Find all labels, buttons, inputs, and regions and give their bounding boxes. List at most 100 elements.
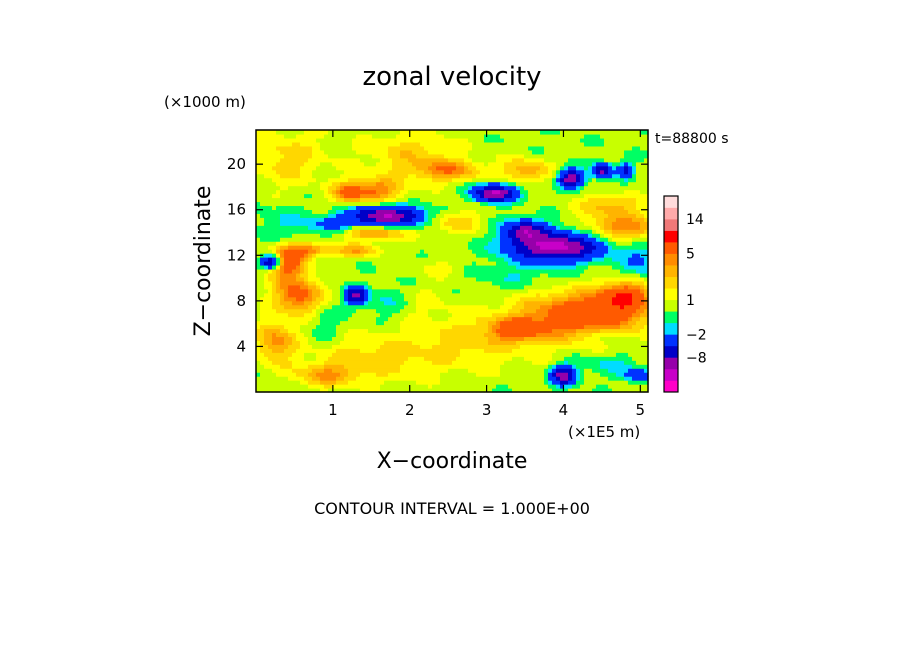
- field-cell: [440, 312, 445, 318]
- field-cell: [532, 149, 537, 155]
- field-cell: [544, 261, 549, 266]
- field-cell: [256, 372, 261, 377]
- field-cell: [456, 169, 461, 175]
- field-cell: [512, 169, 517, 175]
- field-cell: [392, 264, 397, 270]
- field-cell: [412, 324, 417, 330]
- field-cell: [508, 312, 513, 318]
- field-cell: [384, 133, 389, 139]
- field-cell: [348, 356, 353, 361]
- field-cell: [332, 213, 337, 218]
- field-cell: [388, 209, 393, 214]
- field-cell: [316, 360, 321, 365]
- field-cell: [404, 308, 409, 314]
- field-cell: [288, 229, 293, 234]
- field-cell: [292, 296, 297, 302]
- field-cell: [480, 133, 485, 139]
- field-cell: [420, 157, 425, 163]
- field-cell: [448, 181, 453, 187]
- field-cell: [544, 217, 549, 222]
- field-cell: [260, 185, 265, 191]
- field-cell: [520, 229, 525, 234]
- field-cell: [356, 320, 361, 326]
- field-cell: [504, 169, 509, 175]
- field-cell: [352, 340, 357, 345]
- field-cell: [408, 356, 413, 361]
- field-cell: [348, 153, 353, 159]
- field-cell: [484, 348, 489, 353]
- field-cell: [456, 209, 461, 214]
- field-cell: [440, 356, 445, 361]
- field-cell: [536, 336, 541, 341]
- field-cell: [352, 197, 357, 203]
- field-cell: [400, 201, 405, 207]
- field-cell: [292, 272, 297, 278]
- field-cell: [512, 344, 517, 349]
- field-cell: [468, 185, 473, 191]
- field-cell: [428, 328, 433, 334]
- field-cell: [420, 340, 425, 345]
- field-cell: [512, 193, 517, 199]
- field-cell: [556, 336, 561, 341]
- field-cell: [548, 316, 553, 322]
- field-cell: [532, 261, 537, 266]
- field-cell: [256, 304, 261, 310]
- field-cell: [400, 344, 405, 349]
- field-cell: [456, 221, 461, 226]
- field-cell: [472, 304, 477, 310]
- field-cell: [376, 233, 381, 238]
- field-cell: [312, 249, 317, 254]
- field-cell: [352, 360, 357, 365]
- field-cell: [280, 388, 285, 393]
- field-cell: [456, 189, 461, 195]
- field-cell: [460, 264, 465, 270]
- field-cell: [544, 328, 549, 334]
- field-cell: [528, 356, 533, 361]
- field-cell: [304, 376, 309, 381]
- field-cell: [540, 209, 545, 214]
- field-cell: [284, 137, 289, 143]
- field-cell: [296, 197, 301, 203]
- field-cell: [524, 352, 529, 357]
- field-cell: [364, 268, 369, 274]
- field-cell: [372, 272, 377, 278]
- field-cell: [504, 181, 509, 187]
- field-cell: [496, 364, 501, 369]
- field-cell: [556, 360, 561, 365]
- field-cell: [500, 169, 505, 175]
- field-cell: [520, 348, 525, 353]
- field-cell: [556, 368, 561, 373]
- field-cell: [332, 320, 337, 326]
- field-cell: [360, 292, 365, 298]
- field-cell: [556, 348, 561, 353]
- field-cell: [360, 149, 365, 155]
- field-cell: [416, 193, 421, 199]
- field-cell: [512, 372, 517, 377]
- field-cell: [312, 189, 317, 195]
- field-cell: [484, 225, 489, 230]
- field-cell: [304, 257, 309, 262]
- field-cell: [468, 225, 473, 230]
- field-cell: [368, 352, 373, 357]
- field-cell: [284, 241, 289, 246]
- field-cell: [256, 316, 261, 322]
- field-cell: [500, 364, 505, 369]
- field-cell: [508, 221, 513, 226]
- field-cell: [512, 308, 517, 314]
- field-cell: [272, 324, 277, 330]
- field-cell: [388, 296, 393, 302]
- field-cell: [372, 221, 377, 226]
- field-cell: [328, 320, 333, 326]
- field-cell: [480, 169, 485, 175]
- field-cell: [500, 130, 505, 135]
- field-cell: [260, 280, 265, 286]
- field-cell: [320, 356, 325, 361]
- field-cell: [292, 133, 297, 139]
- field-cell: [532, 312, 537, 318]
- field-cell: [424, 237, 429, 242]
- field-cell: [504, 376, 509, 381]
- field-cell: [356, 177, 361, 183]
- field-cell: [468, 181, 473, 187]
- field-cell: [520, 237, 525, 242]
- field-cell: [292, 221, 297, 226]
